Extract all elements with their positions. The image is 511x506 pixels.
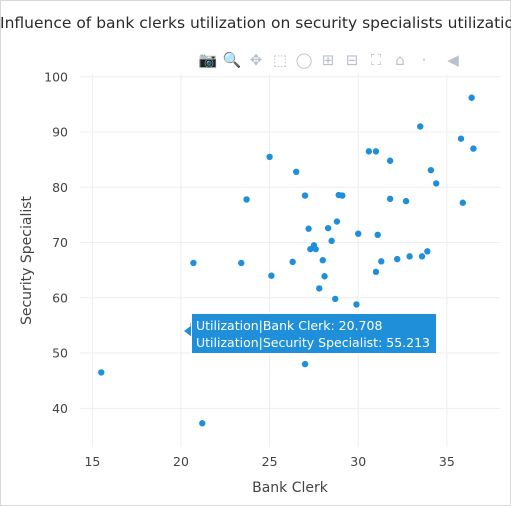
y-axis-ticks: 40 50 60 70 80 90 100 [44, 69, 68, 416]
grid-lines [80, 74, 500, 447]
y-tick-label: 60 [52, 290, 68, 305]
data-point[interactable] [98, 369, 105, 376]
spike-lines-icon[interactable]: ⸱ [421, 50, 427, 69]
data-point[interactable] [266, 153, 273, 161]
data-point[interactable] [199, 420, 206, 427]
data-point[interactable] [386, 157, 394, 164]
data-point[interactable] [468, 94, 475, 101]
data-point[interactable] [424, 248, 431, 255]
data-point[interactable] [328, 237, 335, 245]
x-tick-label: 15 [84, 454, 100, 469]
data-point[interactable] [459, 199, 466, 206]
autoscale-icon[interactable]: ⛶ [370, 50, 382, 69]
data-point[interactable] [238, 259, 245, 267]
y-tick-label: 100 [44, 69, 68, 84]
data-point[interactable] [319, 257, 326, 264]
data-point[interactable] [378, 258, 385, 265]
data-point[interactable] [470, 145, 477, 152]
y-tick-label: 70 [52, 235, 68, 250]
data-point[interactable] [355, 230, 362, 237]
hover-label-line-y: Utilization|Security Specialist: 55.213 [196, 335, 430, 350]
plotly-logo-icon[interactable]: ◀ [447, 50, 459, 69]
data-point[interactable] [316, 285, 323, 292]
data-point[interactable] [386, 195, 394, 203]
data-point[interactable] [321, 273, 328, 280]
x-axis-ticks: 15 20 25 30 35 [84, 454, 454, 469]
y-tick-label: 50 [52, 346, 68, 361]
data-point[interactable] [394, 255, 401, 263]
data-point[interactable] [457, 135, 465, 142]
x-tick-label: 25 [262, 454, 278, 469]
data-point[interactable] [353, 301, 360, 308]
chart-title: Influence of bank clerks utilization on … [0, 14, 511, 32]
reset-axes-icon[interactable]: ⌂ [395, 50, 405, 69]
data-point[interactable] [433, 180, 440, 187]
data-point[interactable] [243, 196, 250, 203]
modebar-toolbar: 📷 🔍 ✥ ⬚ ◯ ⊞ ⊟ ⛶ ⌂ ⸱ ◀ [196, 50, 470, 70]
lasso-select-icon[interactable]: ◯ [295, 50, 313, 69]
hover-label-line-x: Utilization|Bank Clerk: 20.708 [196, 318, 383, 333]
data-point[interactable] [333, 218, 341, 225]
data-point[interactable] [372, 268, 380, 276]
data-point[interactable] [301, 360, 309, 368]
data-point[interactable] [289, 258, 296, 266]
x-tick-label: 35 [439, 454, 455, 469]
zoom-in-icon[interactable]: ⊞ [321, 50, 335, 69]
data-point[interactable] [374, 231, 381, 239]
data-point[interactable] [365, 148, 373, 155]
data-point[interactable] [293, 168, 300, 176]
data-point[interactable] [268, 272, 275, 279]
y-tick-label: 90 [52, 125, 68, 140]
y-tick-label: 40 [52, 401, 68, 416]
data-points [98, 94, 477, 427]
data-point[interactable] [402, 197, 410, 205]
data-point[interactable] [312, 245, 319, 253]
pan-icon[interactable]: ✥ [249, 50, 263, 69]
y-tick-label: 80 [52, 180, 68, 195]
data-point[interactable] [418, 253, 426, 260]
data-point[interactable] [427, 166, 435, 174]
data-point[interactable] [406, 253, 413, 260]
x-axis-title: Bank Clerk [252, 480, 329, 496]
zoom-out-icon[interactable]: ⊟ [345, 50, 359, 69]
data-point[interactable] [339, 192, 346, 199]
x-tick-label: 30 [350, 454, 366, 469]
zoom-icon[interactable]: 🔍 [222, 50, 242, 69]
data-point[interactable] [305, 225, 312, 232]
y-axis-title: Security Specialist [19, 195, 35, 325]
x-tick-label: 20 [173, 454, 189, 469]
data-point[interactable] [417, 123, 424, 130]
box-select-icon[interactable]: ⬚ [272, 50, 288, 69]
hover-label-arrow [184, 325, 192, 337]
data-point[interactable] [331, 295, 339, 303]
data-point[interactable] [324, 224, 332, 232]
data-point[interactable] [190, 259, 197, 267]
data-point[interactable] [301, 192, 309, 199]
data-point[interactable] [372, 148, 380, 155]
camera-icon[interactable]: 📷 [198, 50, 218, 69]
hover-label: Utilization|Bank Clerk: 20.708 Utilizati… [191, 313, 437, 354]
